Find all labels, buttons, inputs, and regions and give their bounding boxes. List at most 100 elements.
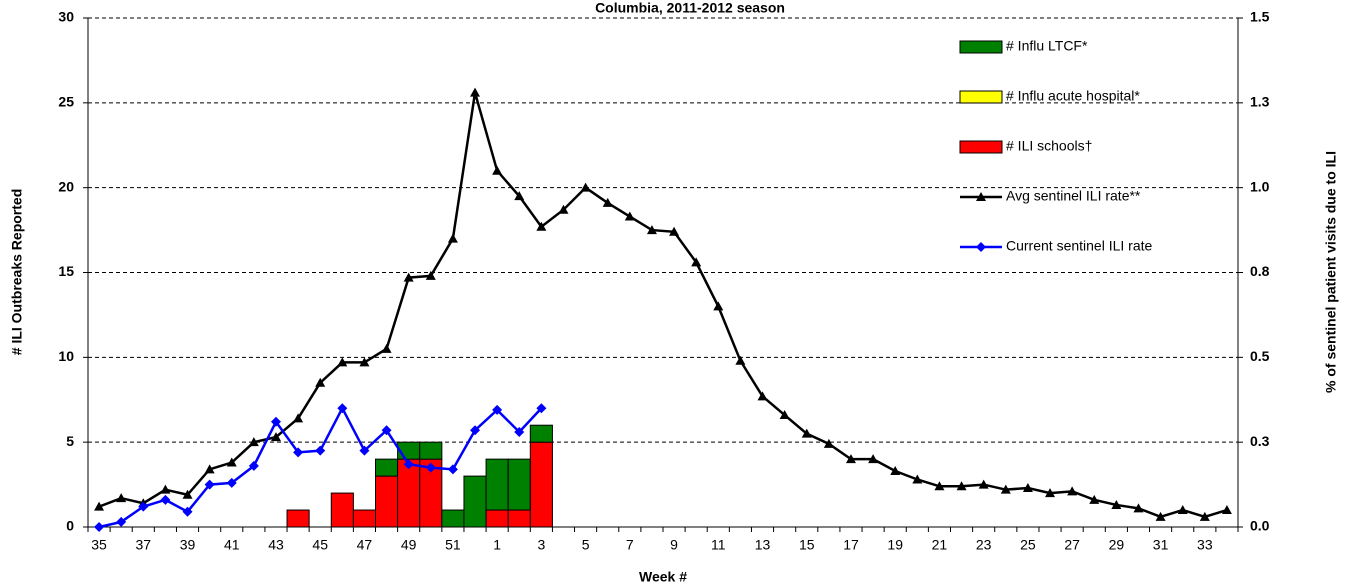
line-marker — [160, 494, 171, 505]
x-tick-label: 21 — [932, 537, 948, 553]
y2-axis-title: % of sentinel patient visits due to ILI — [1323, 151, 1339, 393]
line-marker — [558, 204, 569, 214]
bar — [286, 509, 310, 528]
y2-tick-label: 1.3 — [1250, 94, 1270, 110]
bar — [441, 509, 465, 528]
line-marker — [337, 357, 348, 367]
line-marker — [934, 481, 945, 491]
line-marker — [1221, 505, 1232, 515]
line-marker — [779, 410, 790, 420]
y-tick-label: 20 — [58, 178, 74, 194]
x-tick-label: 37 — [135, 537, 151, 553]
line-marker — [1089, 494, 1100, 504]
line-marker — [248, 460, 259, 471]
line-marker — [226, 477, 237, 488]
line-marker — [160, 484, 171, 494]
legend-label: Avg sentinel ILI rate** — [1006, 188, 1141, 204]
line-marker — [270, 416, 281, 427]
x-tick-label: 43 — [268, 537, 284, 553]
line-marker — [94, 501, 105, 511]
legend-marker — [976, 192, 986, 201]
line-marker — [182, 506, 193, 517]
x-tick-label: 47 — [357, 537, 373, 553]
bar — [330, 492, 354, 528]
y2-tick-label: 0.3 — [1250, 433, 1270, 449]
x-tick-label: 45 — [312, 537, 328, 553]
x-tick-label: 23 — [976, 537, 992, 553]
line-marker — [359, 445, 370, 456]
x-tick-label: 5 — [582, 537, 590, 553]
y-tick-label: 5 — [66, 433, 74, 449]
x-tick-label: 1 — [493, 537, 501, 553]
bar — [507, 509, 531, 528]
legend-label: Current sentinel ILI rate — [1006, 238, 1153, 254]
chart-title: Columbia, 2011-2012 season — [595, 0, 785, 16]
legend-swatch — [959, 40, 1003, 54]
x-tick-label: 3 — [537, 537, 545, 553]
y2-tick-label: 0.8 — [1250, 263, 1270, 279]
bar — [352, 509, 376, 528]
x-tick-label: 25 — [1020, 537, 1036, 553]
line-marker — [845, 454, 856, 464]
line-marker — [978, 479, 989, 489]
x-tick-label: 9 — [670, 537, 678, 553]
line-marker — [204, 464, 215, 474]
line-marker — [757, 391, 768, 401]
bar — [485, 509, 509, 528]
x-tick-label: 11 — [711, 537, 726, 553]
x-tick-label: 39 — [180, 537, 196, 553]
line-marker — [1155, 511, 1166, 521]
y-tick-label: 25 — [58, 94, 74, 110]
line-marker — [912, 474, 923, 484]
y-tick-label: 30 — [58, 9, 74, 25]
line-marker — [470, 87, 481, 97]
x-tick-label: 7 — [626, 537, 634, 553]
bar — [485, 458, 509, 511]
line-marker — [536, 403, 547, 414]
legend-label: # Influ acute hospital* — [1006, 88, 1140, 104]
line-marker — [536, 221, 547, 231]
legend-swatch — [959, 140, 1003, 154]
line-marker — [646, 225, 657, 235]
legend-marker — [976, 242, 986, 252]
x-axis-title: Week # — [639, 569, 687, 585]
x-tick-label: 49 — [401, 537, 417, 553]
line-marker — [669, 226, 680, 236]
bar — [375, 458, 399, 477]
bar — [463, 475, 487, 528]
line-marker — [1067, 486, 1078, 496]
line-marker — [624, 211, 635, 221]
y2-tick-label: 1.0 — [1250, 178, 1270, 194]
line-marker — [138, 501, 149, 512]
y2-tick-label: 0.0 — [1250, 518, 1270, 534]
y-tick-label: 0 — [66, 518, 74, 534]
line-marker — [94, 522, 105, 532]
line-marker — [492, 404, 503, 415]
line-marker — [381, 425, 392, 436]
x-tick-label: 27 — [1064, 537, 1080, 553]
legend-label: # Influ LTCF* — [1006, 38, 1088, 54]
x-tick-label: 17 — [843, 537, 859, 553]
line-marker — [1111, 499, 1122, 509]
line-marker — [315, 445, 326, 456]
line-marker — [204, 479, 215, 490]
line-marker — [890, 466, 901, 476]
y-tick-label: 15 — [58, 263, 74, 279]
line-marker — [403, 272, 414, 282]
x-tick-label: 51 — [445, 537, 461, 553]
line-marker — [868, 454, 879, 464]
line-marker — [293, 447, 304, 458]
line-marker — [1177, 505, 1188, 515]
line-marker — [116, 493, 127, 503]
x-tick-label: 15 — [799, 537, 815, 553]
line-marker — [182, 489, 193, 499]
line-marker — [1045, 488, 1056, 498]
line-marker — [381, 343, 392, 353]
bar — [375, 475, 399, 528]
bar — [529, 424, 553, 443]
line-marker — [270, 432, 281, 442]
y2-tick-label: 0.5 — [1250, 348, 1270, 364]
line-marker — [1133, 503, 1144, 513]
line-marker — [691, 257, 702, 267]
